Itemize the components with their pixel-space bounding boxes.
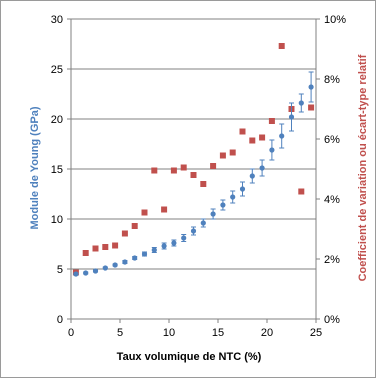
y-axis-title: Module de Young (GPa) [29,106,41,229]
right-axis-ticks: 0% 2% 4% 6% 8% 10% [316,14,346,326]
cv-point [151,167,158,174]
right-tick-label: 6% [324,134,340,146]
right-tick-label: 2% [324,254,340,266]
left-axis-ticks: 0 5 10 15 20 25 30 [51,14,71,326]
cv-point [170,167,177,174]
left-tick-label: 0 [57,314,63,326]
cv-point [268,118,275,124]
young-point [210,211,216,217]
cv-point [249,137,256,144]
young-point [102,265,108,271]
young-point [122,259,128,265]
gridlines [71,18,316,320]
young-point [239,186,246,192]
young-point [298,100,304,106]
young-point [200,220,206,226]
young-point [230,194,236,200]
x-tick-label: 15 [212,327,224,339]
cv-point [82,250,89,256]
series-coefficient-variation [72,43,315,276]
right-tick-label: 8% [324,74,340,86]
cv-point [308,104,315,111]
young-point [288,114,295,120]
cv-point [278,43,285,49]
left-tick-label: 5 [57,264,63,276]
cv-point [229,149,236,156]
young-point [141,251,148,257]
cv-point [102,244,109,250]
young-point [151,247,157,253]
cv-point [219,152,226,159]
left-tick-label: 25 [51,64,63,76]
cv-point [121,230,128,237]
right-tick-label: 4% [324,194,340,206]
x-tick-label: 0 [68,327,74,339]
cv-point [200,181,207,187]
cv-point [161,206,168,213]
left-tick-label: 30 [51,14,63,26]
young-point [220,202,226,208]
young-point [259,165,265,171]
left-tick-label: 20 [51,114,63,126]
young-point [161,243,167,249]
y2-axis-title: Coefficient de variation ou écart-type r… [357,54,369,281]
young-point [308,84,314,90]
young-point [92,268,99,274]
left-tick-label: 10 [51,214,63,226]
young-point [249,173,255,179]
young-point [132,255,138,261]
cv-point [141,209,148,216]
young-point [190,228,197,234]
cv-point [239,128,246,135]
cv-point [92,245,99,252]
x-axis-title: Taux volumique de NTC (%) [117,351,262,363]
left-tick-label: 15 [51,164,63,176]
young-point [279,133,285,139]
x-axis-ticks: 0 5 10 15 20 25 [68,319,322,339]
cv-point [180,164,187,171]
right-tick-label: 0% [324,314,340,326]
young-point [269,147,275,153]
cv-point [131,223,138,229]
cv-point [190,172,197,178]
x-tick-label: 5 [117,327,123,339]
x-tick-label: 10 [163,327,175,339]
series-young-modulus [73,71,314,277]
young-point [112,262,118,268]
young-point [181,235,187,241]
x-tick-label: 20 [261,327,273,339]
cv-point [210,163,217,169]
young-point [73,271,79,277]
right-tick-label: 10% [324,14,346,26]
young-point [171,240,177,246]
cv-point [298,188,305,195]
cv-point [259,134,266,141]
cv-point [112,242,119,249]
x-tick-label: 25 [310,327,322,339]
young-point [83,270,89,276]
